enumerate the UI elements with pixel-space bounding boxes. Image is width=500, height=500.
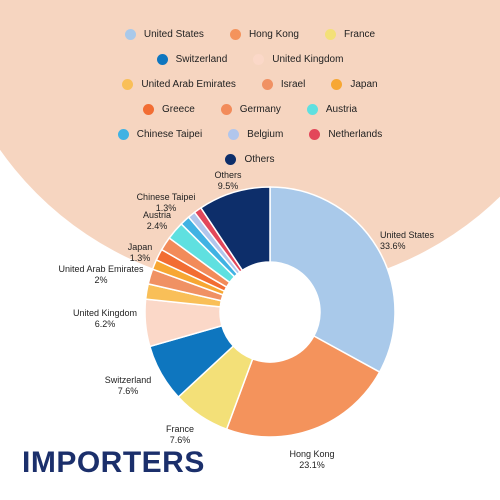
labels-group: United States 33.6% Hong Kong 23.1% France 7.…: [58, 170, 434, 470]
data-label: Switzerland 7.6%: [105, 375, 152, 396]
legend-swatch: [220, 104, 232, 115]
data-label: Hong Kong 23.1%: [289, 449, 334, 470]
data-label: United Kingdom 6.2%: [73, 308, 137, 329]
data-label: United States 33.6%: [380, 230, 435, 251]
legend-swatch: [225, 154, 237, 165]
legend-swatch: [261, 79, 273, 90]
legend-swatch: [331, 79, 343, 90]
background-circle: [0, 0, 500, 290]
legend-swatch: [122, 79, 134, 90]
legend-item: Switzerland: [156, 54, 228, 65]
legend-row: Greece Germany Austria: [0, 97, 500, 122]
legend-label: Switzerland: [175, 54, 228, 65]
legend-item: Netherlands: [309, 129, 382, 140]
legend-swatch: [117, 129, 129, 140]
legend-swatch: [156, 54, 168, 65]
legend-swatch: [253, 54, 265, 65]
legend-item: Others: [225, 154, 275, 165]
legend-label: Israel: [280, 79, 306, 90]
legend-label: Austria: [325, 104, 358, 115]
donut-hole: [220, 262, 320, 362]
legend-label: Netherlands: [328, 129, 383, 140]
legend-item: Hong Kong: [229, 29, 299, 40]
legend-swatch: [309, 129, 321, 140]
legend-row: Others: [0, 147, 500, 172]
legend-label: United Kingdom: [272, 54, 344, 65]
data-label: Austria 2.4%: [143, 210, 171, 231]
legend-item: Chinese Taipei: [117, 129, 203, 140]
legend-item: Belgium: [228, 129, 283, 140]
legend-label: France: [343, 29, 376, 40]
legend-item: Israel: [261, 79, 306, 90]
legend-label: United States: [143, 29, 204, 40]
legend-label: Others: [244, 154, 275, 165]
legend-item: United Arab Emirates: [122, 79, 236, 90]
legend-label: United Arab Emirates: [141, 79, 236, 90]
legend-label: Germany: [239, 104, 281, 115]
legend-item: United States: [124, 29, 204, 40]
legend-swatch: [142, 104, 154, 115]
legend-row: Switzerland United Kingdom: [0, 47, 500, 72]
legend-label: Japan: [350, 79, 378, 90]
data-label: United Arab Emirates 2%: [58, 264, 144, 285]
legend-label: Chinese Taipei: [136, 129, 203, 140]
legend-item: Austria: [306, 104, 358, 115]
legend-item: France: [324, 29, 376, 40]
legend-label: Belgium: [247, 129, 284, 140]
legend-row: United Arab Emirates Israel Japan: [0, 72, 500, 97]
slices-group: [144, 186, 396, 438]
chart-title: IMPORTERS: [22, 446, 205, 479]
legend-swatch: [124, 29, 136, 40]
legend: United States Hong Kong France Switzerland U…: [0, 22, 500, 172]
data-label: France 7.6%: [166, 424, 194, 445]
legend-item: Greece: [142, 104, 195, 115]
data-label: Others 9.5%: [214, 170, 242, 191]
legend-item: Japan: [331, 79, 378, 90]
legend-label: Hong Kong: [248, 29, 299, 40]
legend-item: Germany: [220, 104, 281, 115]
legend-item: United Kingdom: [253, 54, 343, 65]
legend-row: Chinese Taipei Belgium Netherlands: [0, 122, 500, 147]
legend-row: United States Hong Kong France: [0, 22, 500, 47]
data-label: Chinese Taipei 1.3%: [137, 192, 196, 213]
legend-swatch: [229, 29, 241, 40]
legend-swatch: [306, 104, 318, 115]
legend-swatch: [228, 129, 240, 140]
legend-swatch: [324, 29, 336, 40]
data-label: Japan 1.3%: [128, 242, 153, 263]
legend-label: Greece: [161, 104, 195, 115]
